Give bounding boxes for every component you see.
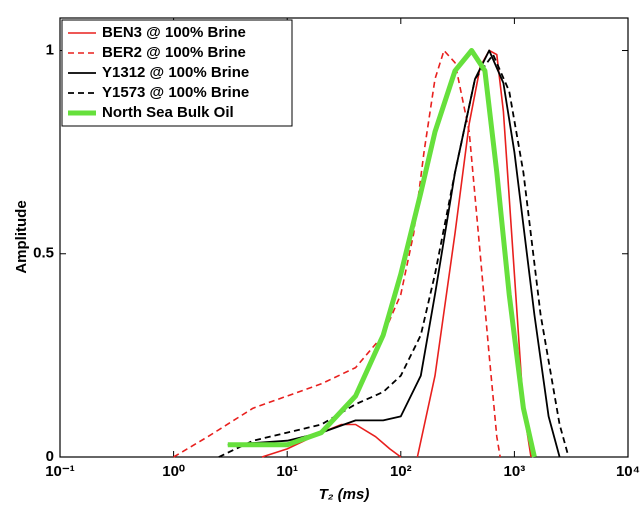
series-line	[218, 53, 570, 458]
legend-box	[61, 19, 293, 127]
x-tick-label: 10³	[504, 463, 526, 480]
x-tick-label: 10⁻¹	[45, 463, 75, 480]
plot-frame	[59, 17, 629, 458]
series-line	[227, 48, 537, 458]
y-tick-label: 0	[46, 448, 54, 465]
x-axis-label: T₂ (ms)	[319, 486, 370, 503]
x-tick-label: 10²	[390, 463, 412, 480]
y-tick-label: 1	[46, 41, 54, 58]
series-line	[227, 49, 561, 458]
legend-label: Y1573 @ 100% Brine	[102, 84, 249, 101]
legend-label: BEN3 @ 100% Brine	[102, 24, 246, 41]
legend-label: BER2 @ 100% Brine	[102, 44, 246, 61]
legend-label: Y1312 @ 100% Brine	[102, 64, 249, 81]
x-tick-label: 10⁰	[162, 463, 185, 480]
x-tick-label: 10⁴	[616, 463, 640, 480]
legend-label: North Sea Bulk Oil	[102, 104, 234, 121]
y-tick-label: 0.5	[33, 245, 54, 262]
y-axis-label: Amplitude	[13, 200, 30, 273]
x-tick-label: 10¹	[276, 463, 298, 480]
